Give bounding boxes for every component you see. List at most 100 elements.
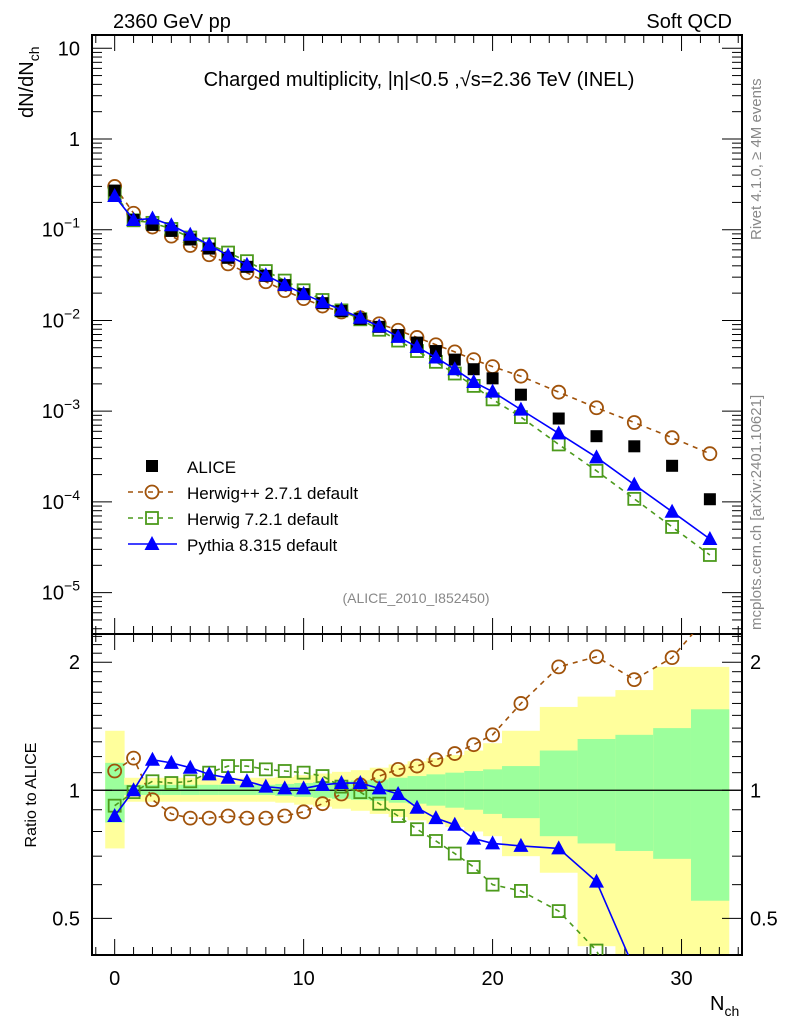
band-inner xyxy=(615,734,654,851)
axes: 0 10 20 30 10 1 10−1 10−2 10−3 10−4 10−5 0.5 0.5 1 1 2 2 xyxy=(42,34,778,990)
data-point xyxy=(467,363,480,376)
y-tick-label: 10 xyxy=(58,38,80,60)
data-point xyxy=(552,412,565,425)
ratio-point xyxy=(466,737,482,753)
ratio-point xyxy=(447,846,462,861)
ratio-point xyxy=(485,835,501,850)
ratio-point xyxy=(409,799,425,814)
legend-item: Herwig 7.2.1 default xyxy=(128,510,338,529)
ratio-point xyxy=(390,761,406,777)
ratio-point xyxy=(410,822,424,837)
legend-marker xyxy=(145,511,159,525)
ratio-point xyxy=(702,971,717,985)
ratio-y-tick-label-right: 2 xyxy=(750,652,761,674)
ratio-point xyxy=(145,792,160,808)
ratio-point xyxy=(182,759,198,774)
legend-marker xyxy=(144,536,160,550)
ratio-point xyxy=(107,808,123,823)
ratio-point xyxy=(182,810,198,826)
data-point xyxy=(665,520,679,534)
ratio-point xyxy=(371,780,387,795)
data-point xyxy=(466,373,482,388)
data-point xyxy=(666,459,679,472)
ratio-point xyxy=(447,816,463,831)
ratio-point xyxy=(315,776,331,791)
ratio-point xyxy=(239,773,255,788)
ratio-point xyxy=(513,696,529,711)
ratio-point xyxy=(428,834,443,848)
y-tick-label: 10−4 xyxy=(42,487,80,514)
main-ylabel: dN/dNch xyxy=(16,47,42,119)
svg-text:Ratio to ALICE: Ratio to ALICE xyxy=(23,743,40,848)
legend-marker xyxy=(144,484,160,500)
band-inner xyxy=(502,766,541,819)
data-point xyxy=(315,294,331,309)
ratio-point xyxy=(277,764,292,778)
ratio-point xyxy=(296,765,311,780)
ratio-point xyxy=(466,860,481,874)
ratio-series xyxy=(107,634,717,1013)
ratio-point xyxy=(258,810,274,826)
mcplots-label: mcplots.cern.ch [arXiv:2401.10621] xyxy=(748,395,765,630)
ratio-point xyxy=(352,775,368,790)
x-tick-label: 30 xyxy=(670,968,692,990)
ratio-y-tick-label: 1 xyxy=(69,780,80,802)
data-point xyxy=(627,491,642,506)
data-point xyxy=(514,388,527,401)
ratio-point xyxy=(240,759,254,773)
ratio-point xyxy=(163,754,179,769)
data-point xyxy=(702,446,718,462)
analysis-id-watermark: (ALICE_2010_I852450) xyxy=(342,590,489,606)
header-right: Soft QCD xyxy=(646,11,732,33)
svg-text:dN/dNch: dN/dNch xyxy=(16,47,42,119)
band-inner xyxy=(105,762,125,823)
ratio-point xyxy=(466,830,482,845)
y-tick-label: 1 xyxy=(69,129,80,151)
data-point xyxy=(163,217,179,232)
ratio-point xyxy=(409,758,425,774)
data-point xyxy=(664,503,680,518)
ratio-bands xyxy=(105,666,730,955)
band-inner xyxy=(483,769,503,814)
legend: ALICE Herwig++ 2.7.1 default Herwig 7.2.1 … xyxy=(128,458,358,555)
data-point xyxy=(513,401,529,416)
x-tick-label: 0 xyxy=(109,968,120,990)
series-herwig-7-2-1-default xyxy=(107,186,717,562)
series-herwig-2-7-1-default xyxy=(107,179,718,462)
ratio-point xyxy=(126,750,141,766)
data-point xyxy=(589,463,604,478)
y-tick-label: 10−1 xyxy=(42,215,80,242)
data-point xyxy=(220,247,236,262)
ratio-point xyxy=(589,873,605,888)
data-point xyxy=(626,415,642,430)
y-tick-label: 10−2 xyxy=(42,305,80,332)
rivet-label: Rivet 4.1.0, ≥ 4M events xyxy=(748,78,765,240)
ratio-point xyxy=(428,752,444,768)
ratio-y-tick-label: 2 xyxy=(69,652,80,674)
legend-marker xyxy=(146,460,158,472)
ratio-y-tick-label-right: 0.5 xyxy=(750,908,778,930)
ratio-point xyxy=(551,904,566,918)
ratio-point xyxy=(277,808,293,824)
x-tick-label: 10 xyxy=(293,968,315,990)
ratio-point xyxy=(665,999,680,1013)
ratio-point xyxy=(277,780,293,795)
y-tick-label: 10−3 xyxy=(42,396,80,423)
ratio-point xyxy=(296,780,312,795)
data-point xyxy=(448,353,461,366)
data-point xyxy=(428,349,444,364)
data-point xyxy=(485,383,501,398)
ratio-y-tick-label-right: 1 xyxy=(750,780,761,802)
series-line xyxy=(114,185,711,455)
data-point xyxy=(107,188,123,203)
ratio-point xyxy=(163,806,179,822)
ratio-point xyxy=(551,840,567,855)
data-point xyxy=(551,425,567,440)
x-axis-label: Nch xyxy=(710,993,739,1019)
title-eta: |η|<0.5 ,√s=2.36 TeV (INEL) xyxy=(388,69,635,91)
band-inner xyxy=(653,728,692,859)
ratio-point xyxy=(220,769,236,784)
ratio-series-pythia-8-315-default xyxy=(107,751,717,1013)
ratio-point xyxy=(107,763,123,779)
